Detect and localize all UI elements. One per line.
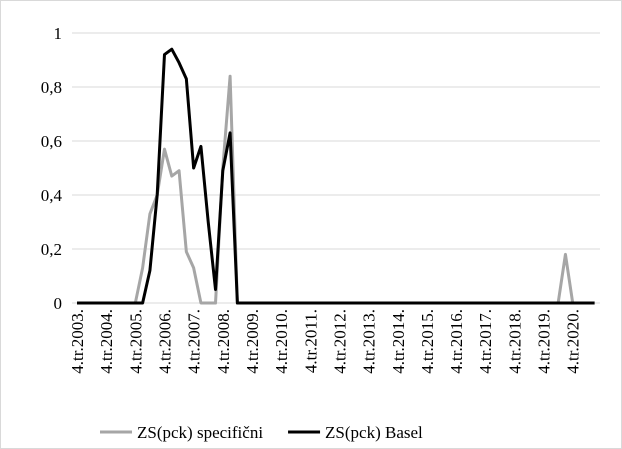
x-tick-label: 4.tr.2018. bbox=[505, 309, 524, 374]
y-tick-label: 1 bbox=[54, 24, 63, 43]
x-tick-label: 4.tr.2015. bbox=[418, 309, 437, 374]
series-line bbox=[77, 47, 595, 305]
x-tick-label: 4.tr.2017. bbox=[476, 309, 495, 374]
x-tick-label: 4.tr.2020. bbox=[564, 309, 583, 374]
x-tick-label: 4.tr.2004. bbox=[97, 309, 116, 374]
y-tick-label: 0,8 bbox=[41, 78, 62, 97]
x-tick-label: 4.tr.2007. bbox=[185, 309, 204, 374]
x-tick-label: 4.tr.2008. bbox=[214, 309, 233, 374]
y-tick-label: 0,2 bbox=[41, 240, 62, 259]
legend-label: ZS(pck) Basel bbox=[325, 423, 423, 442]
x-tick-label: 4.tr.2016. bbox=[447, 309, 466, 374]
x-tick-label: 4.tr.2019. bbox=[535, 309, 554, 374]
x-tick-label: 4.tr.2005. bbox=[126, 309, 145, 374]
x-tick-label: 4.tr.2009. bbox=[243, 309, 262, 374]
x-tick-label: 4.tr.2006. bbox=[155, 309, 174, 374]
y-tick-label: 0,4 bbox=[41, 186, 63, 205]
y-tick-label: 0,6 bbox=[41, 132, 62, 151]
x-tick-label: 4.tr.2003. bbox=[68, 309, 87, 374]
legend-label: ZS(pck) specifični bbox=[137, 423, 263, 442]
x-tick-label: 4.tr.2011. bbox=[301, 309, 320, 373]
y-tick-label: 0 bbox=[54, 294, 63, 313]
x-tick-label: 4.tr.2010. bbox=[272, 309, 291, 374]
x-tick-label: 4.tr.2014. bbox=[389, 309, 408, 374]
x-tick-label: 4.tr.2013. bbox=[360, 309, 379, 374]
x-tick-label: 4.tr.2012. bbox=[330, 309, 349, 374]
